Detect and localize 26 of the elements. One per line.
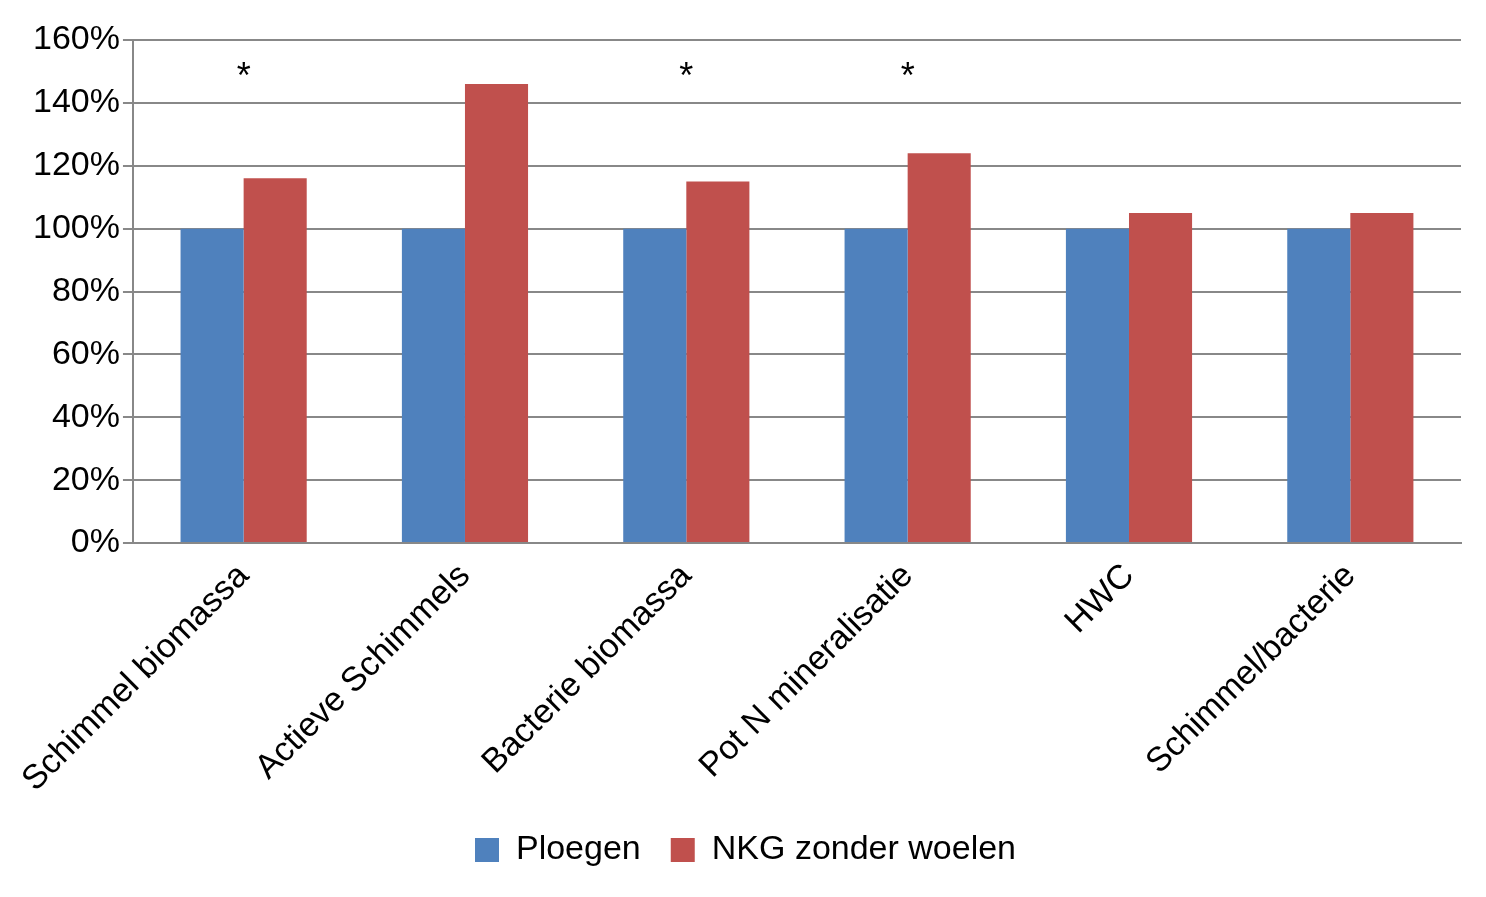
bar bbox=[1065, 228, 1129, 543]
bar bbox=[686, 181, 750, 543]
bar bbox=[180, 228, 244, 543]
annotation: * bbox=[900, 54, 915, 96]
bar bbox=[1128, 212, 1193, 543]
bar bbox=[1350, 212, 1414, 543]
y-tick-label: 80% bbox=[51, 269, 120, 308]
legend-label: NKG zonder woelen bbox=[711, 828, 1017, 867]
y-tick-label: 40% bbox=[51, 395, 120, 434]
y-tick-label: 100% bbox=[32, 207, 120, 246]
y-tick-label: 20% bbox=[51, 458, 120, 497]
bar bbox=[401, 228, 465, 543]
annotation: * bbox=[236, 54, 251, 96]
annotation: * bbox=[679, 54, 694, 96]
legend-label: Ploegen bbox=[515, 828, 641, 867]
y-tick-label: 0% bbox=[70, 521, 120, 560]
y-tick-label: 140% bbox=[32, 81, 120, 120]
bar bbox=[464, 84, 529, 543]
y-tick-label: 60% bbox=[51, 332, 120, 371]
bar bbox=[1287, 228, 1351, 543]
bar bbox=[243, 178, 307, 543]
y-tick-label: 120% bbox=[32, 144, 120, 183]
bar bbox=[623, 228, 687, 543]
bar bbox=[907, 153, 971, 543]
bar bbox=[844, 228, 908, 543]
y-tick-label: 160% bbox=[32, 18, 120, 57]
